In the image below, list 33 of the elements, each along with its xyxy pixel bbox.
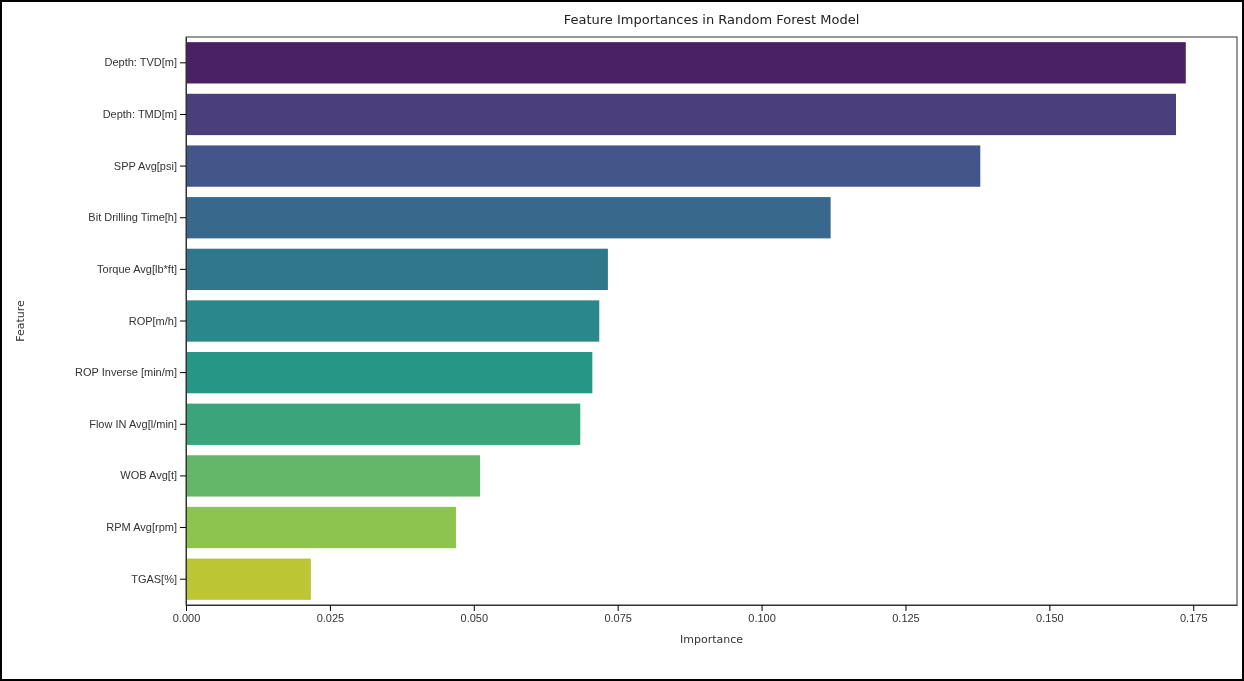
y-tick-label: Depth: TMD[m]: [102, 107, 177, 120]
y-tick-label: Flow IN Avg[l/min]: [89, 417, 177, 430]
x-tick-label: 0.125: [892, 611, 920, 624]
y-tick-label: ROP Inverse [min/m]: [75, 366, 177, 379]
bar: [186, 300, 600, 342]
x-tick-label: 0.150: [1036, 611, 1064, 624]
y-tick-label: RPM Avg[rpm]: [106, 521, 177, 534]
y-tick-label: WOB Avg[t]: [120, 469, 177, 482]
bar: [186, 455, 481, 497]
y-tick-label: Torque Avg[lb*ft]: [97, 262, 177, 275]
x-tick-label: 0.025: [316, 611, 345, 624]
chart-title: Feature Importances in Random Forest Model: [563, 12, 860, 27]
bar: [186, 506, 456, 549]
y-tick-label: ROP[m/h]: [128, 314, 177, 327]
bar: [186, 197, 831, 239]
bar: [186, 42, 1186, 84]
x-tick-label: 0.050: [460, 611, 489, 624]
bar: [186, 403, 581, 445]
x-tick-label: 0.075: [604, 611, 632, 624]
bar: [186, 248, 608, 291]
y-axis-title: Feature: [14, 299, 27, 342]
x-tick-label: 0.000: [172, 611, 201, 624]
y-tick-label: Bit Drilling Time[h]: [88, 211, 177, 224]
y-tick-label: Depth: TVD[m]: [104, 56, 177, 69]
y-tick-label: TGAS[%]: [131, 572, 177, 585]
x-tick-label: 0.175: [1179, 611, 1208, 624]
x-axis-title: Importance: [679, 633, 744, 646]
bar: [186, 558, 311, 600]
y-tick-label: SPP Avg[psi]: [113, 159, 177, 172]
x-tick-label: 0.100: [748, 611, 776, 624]
bar: [186, 145, 981, 187]
bar: [186, 351, 593, 394]
bar: [186, 93, 1176, 136]
